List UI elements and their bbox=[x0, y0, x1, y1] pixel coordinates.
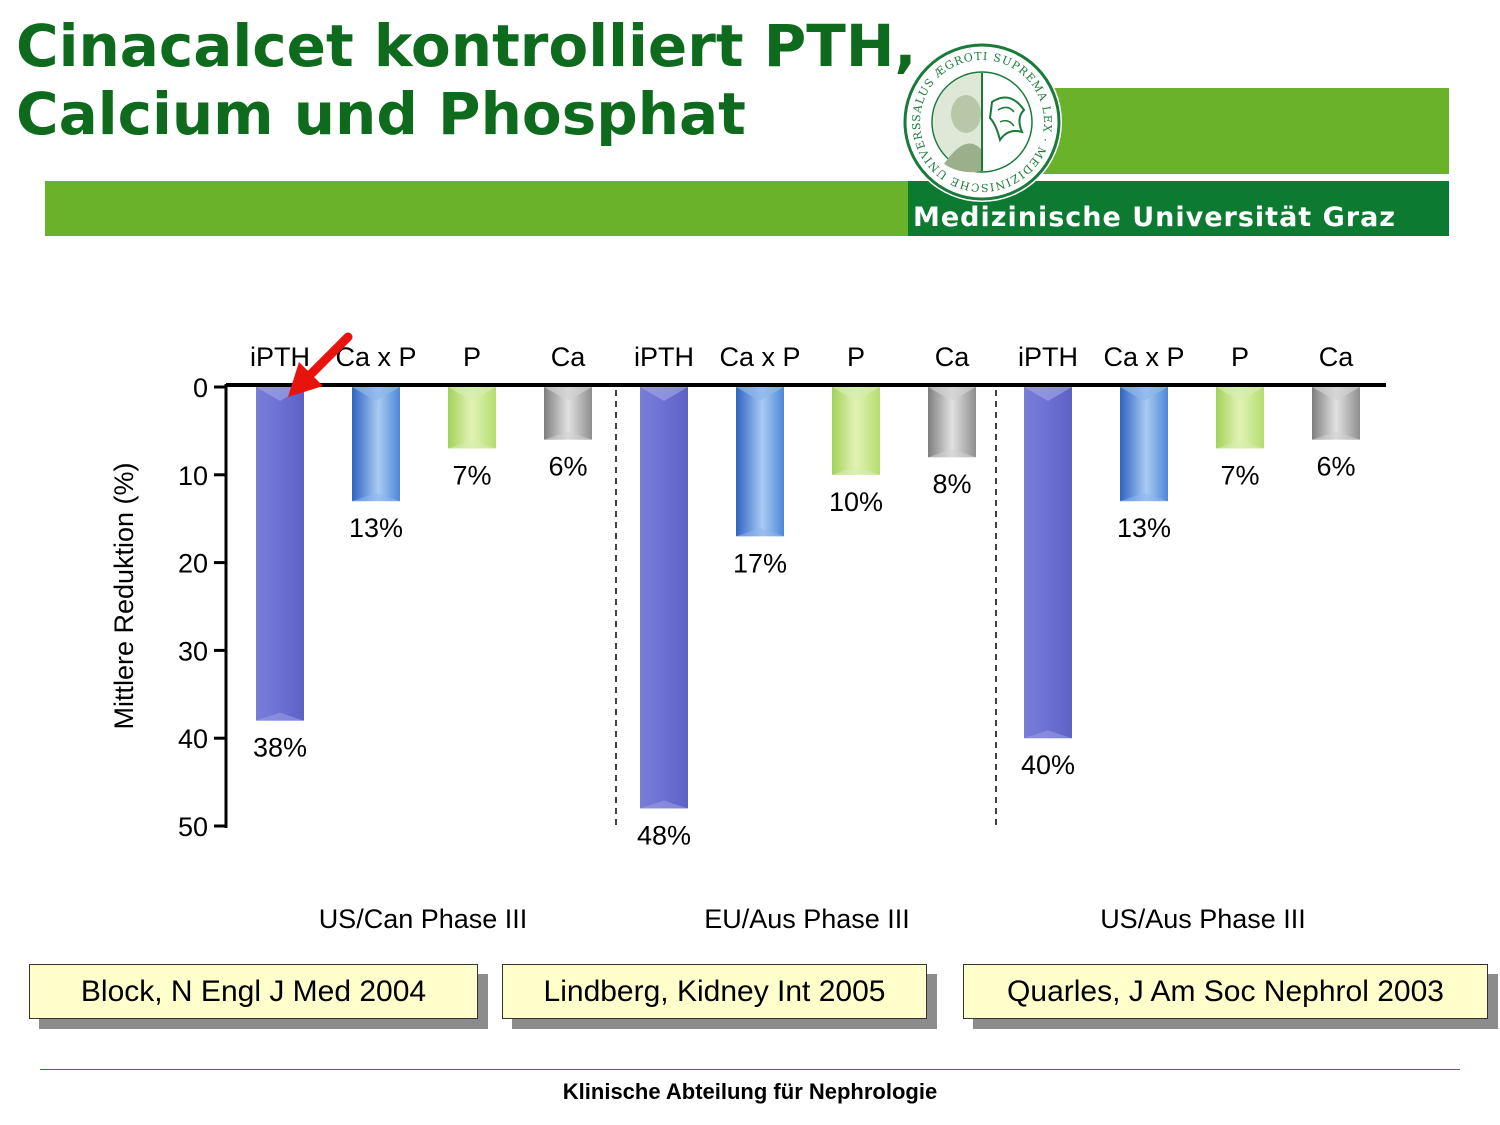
university-seal-logo: SALUS ÆGROTI SUPREMA LEX · MEDIZINISCHE … bbox=[900, 40, 1062, 202]
bar-top-bevel bbox=[1312, 387, 1360, 401]
category-label: Ca x P bbox=[335, 342, 416, 372]
data-label: 10% bbox=[829, 487, 883, 517]
data-label: 38% bbox=[253, 733, 307, 763]
data-label: 6% bbox=[548, 452, 587, 482]
title-line-1: Cinacalcet kontrolliert PTH, bbox=[16, 12, 917, 80]
y-tick-label: 30 bbox=[178, 636, 208, 666]
data-label: 7% bbox=[452, 460, 491, 490]
slide-title: Cinacalcet kontrolliert PTH, Calcium und… bbox=[16, 12, 916, 148]
group-label: EU/Aus Phase III bbox=[704, 904, 910, 934]
reference-text-3: Quarles, J Am Soc Nephrol 2003 bbox=[1007, 974, 1444, 1008]
reference-text-1: Block, N Engl J Med 2004 bbox=[80, 974, 427, 1008]
y-axis-label: Mittlere Reduktion (%) bbox=[109, 462, 139, 729]
bar-top-bevel bbox=[1216, 387, 1264, 401]
highlight-arrow bbox=[288, 332, 353, 397]
bar-top-bevel bbox=[832, 387, 880, 401]
bar-p bbox=[832, 387, 880, 475]
bar-top-bevel bbox=[1120, 387, 1168, 401]
bar-top-bevel bbox=[544, 387, 592, 401]
bar-ipth bbox=[640, 387, 688, 809]
reference-box-2: Lindberg, Kidney Int 2005 bbox=[502, 964, 927, 1019]
bar-top-bevel bbox=[928, 387, 976, 401]
bar-bevel bbox=[1312, 431, 1360, 440]
category-label: Ca x P bbox=[719, 342, 800, 372]
y-tick-label: 0 bbox=[193, 373, 208, 403]
y-tick-label: 40 bbox=[178, 724, 208, 754]
y-axis-ticks: 0 10 20 30 40 50 bbox=[178, 373, 226, 842]
category-label: Ca bbox=[551, 342, 586, 372]
title-line-2: Calcium und Phosphat bbox=[16, 80, 746, 148]
category-label: Ca x P bbox=[1103, 342, 1184, 372]
data-label: 17% bbox=[733, 548, 787, 578]
bar-bevel bbox=[448, 440, 496, 449]
chart-bars bbox=[256, 387, 1360, 809]
group-label: US/Aus Phase III bbox=[1100, 904, 1306, 934]
bar-bevel bbox=[928, 449, 976, 458]
footer-rule bbox=[40, 1069, 1460, 1070]
university-name: Medizinische Universität Graz bbox=[913, 202, 1397, 233]
category-label: P bbox=[847, 342, 865, 372]
bar-caxp bbox=[352, 387, 400, 502]
bar-bevel bbox=[736, 528, 784, 537]
bar-bevel bbox=[1120, 493, 1168, 502]
bar-bevel bbox=[832, 466, 880, 475]
bar-top-bevel bbox=[1024, 387, 1072, 401]
bar-bevel bbox=[1216, 440, 1264, 449]
category-label: P bbox=[1231, 342, 1249, 372]
reference-box-3: Quarles, J Am Soc Nephrol 2003 bbox=[963, 964, 1488, 1019]
category-label: Ca bbox=[1319, 342, 1354, 372]
y-tick-label: 20 bbox=[178, 549, 208, 579]
bar-top-bevel bbox=[352, 387, 400, 401]
bar-top-bevel bbox=[736, 387, 784, 401]
data-label: 13% bbox=[1117, 513, 1171, 543]
bar-caxp bbox=[736, 387, 784, 537]
y-tick-label: 50 bbox=[178, 812, 208, 842]
bar-bevel bbox=[640, 800, 688, 809]
category-label: iPTH bbox=[634, 342, 694, 372]
bar-bevel bbox=[352, 493, 400, 502]
bar-top-bevel bbox=[448, 387, 496, 401]
header-band-top bbox=[1010, 88, 1449, 174]
footer-text: Klinische Abteilung für Nephrologie bbox=[562, 1079, 938, 1104]
bar-top-bevel bbox=[640, 387, 688, 401]
data-label: 6% bbox=[1316, 452, 1355, 482]
data-label: 48% bbox=[637, 820, 691, 850]
bar-caxp bbox=[1120, 387, 1168, 502]
group-label: US/Can Phase III bbox=[319, 904, 528, 934]
category-label: Ca bbox=[935, 342, 970, 372]
category-label: iPTH bbox=[1018, 342, 1078, 372]
reference-text-2: Lindberg, Kidney Int 2005 bbox=[543, 974, 886, 1008]
bar-bevel bbox=[256, 712, 304, 721]
bar-bevel bbox=[544, 431, 592, 440]
bar-ipth bbox=[1024, 387, 1072, 739]
category-label: P bbox=[463, 342, 481, 372]
data-label: 7% bbox=[1220, 460, 1259, 490]
data-label: 40% bbox=[1021, 750, 1075, 780]
data-label: 8% bbox=[932, 469, 971, 499]
bar-bevel bbox=[1024, 730, 1072, 739]
bar-ipth bbox=[256, 387, 304, 721]
y-tick-label: 10 bbox=[178, 461, 208, 491]
data-label: 13% bbox=[349, 513, 403, 543]
chart-labels: iPTH 38% Ca x P 13% P 7% Ca 6% US/Can Phase III i… bbox=[250, 342, 1356, 934]
reference-box-1: Block, N Engl J Med 2004 bbox=[29, 964, 478, 1019]
